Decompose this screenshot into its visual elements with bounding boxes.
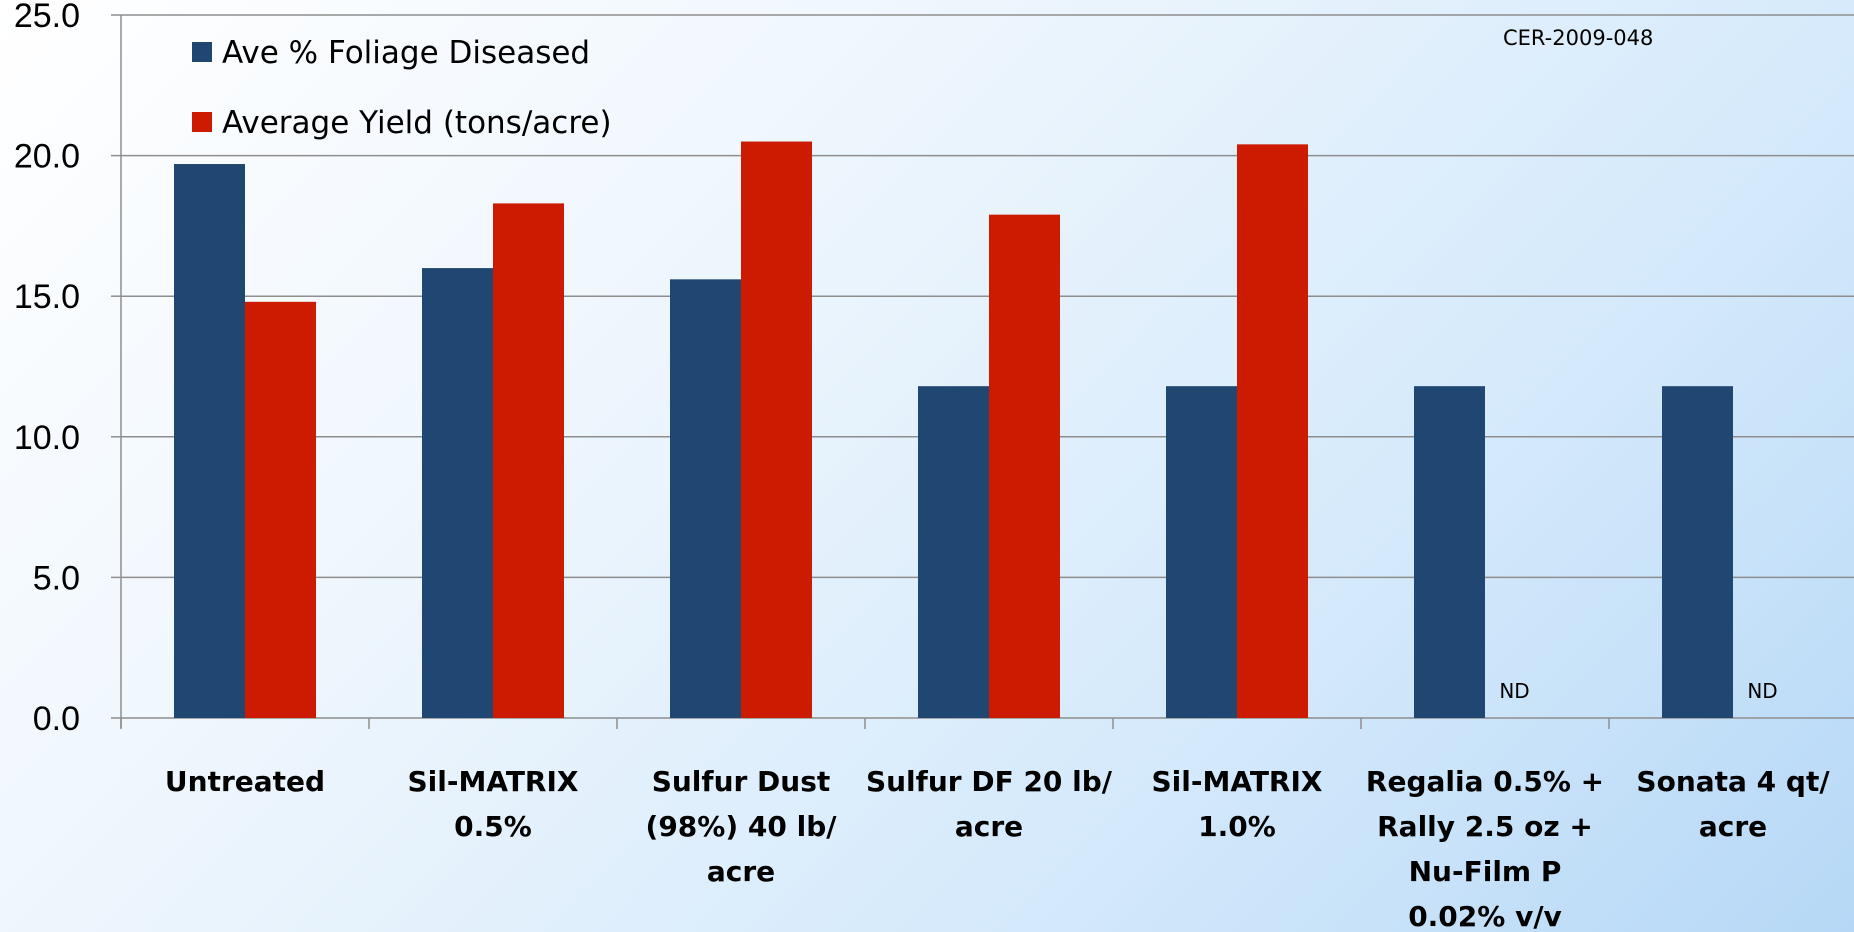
x-category-label: Rally 2.5 oz +	[1377, 810, 1593, 843]
y-tick-label: 10.0	[14, 419, 80, 457]
bar-foliage-diseased	[918, 386, 989, 718]
x-category-label: Sil-MATRIX	[407, 765, 578, 798]
x-category-label: 1.0%	[1198, 810, 1276, 843]
y-tick-label: 25.0	[14, 0, 80, 35]
bar-average-yield	[989, 214, 1060, 719]
x-category-label: Regalia 0.5% +	[1366, 765, 1604, 798]
legend-label: Ave % Foliage Diseased	[222, 35, 590, 71]
bar-foliage-diseased	[1414, 386, 1485, 718]
x-category-label: (98%) 40 lb/	[646, 810, 838, 843]
legend-label: Average Yield (tons/acre)	[222, 105, 612, 141]
x-category-label: Untreated	[165, 765, 325, 798]
x-category-label: 0.02% v/v	[1408, 900, 1562, 932]
missing-value-label: ND	[1747, 679, 1777, 703]
y-tick-label: 0.0	[33, 700, 80, 738]
x-category-label: Nu-Film P	[1409, 855, 1562, 888]
chart-annotation: CER-2009-048	[1503, 26, 1653, 50]
bar-foliage-diseased	[670, 279, 741, 718]
bar-average-yield	[741, 141, 812, 719]
bar-foliage-diseased	[422, 268, 493, 718]
legend-swatch-average-yield	[192, 112, 212, 132]
x-category-label: Sil-MATRIX	[1151, 765, 1322, 798]
y-tick-label: 15.0	[14, 278, 80, 316]
x-category-label: acre	[1699, 810, 1767, 843]
x-category-label: Sulfur Dust	[652, 765, 831, 798]
bar-average-yield	[1237, 144, 1308, 719]
bar-foliage-diseased	[174, 164, 245, 718]
x-category-label: Sulfur DF 20 lb/	[866, 765, 1113, 798]
bar-foliage-diseased	[1166, 386, 1237, 718]
bar-average-yield	[493, 203, 564, 719]
missing-value-label: ND	[1499, 679, 1529, 703]
x-category-label: acre	[707, 855, 775, 888]
legend-swatch-foliage-diseased	[192, 42, 212, 62]
x-category-label: acre	[955, 810, 1023, 843]
bar-foliage-diseased	[1662, 386, 1733, 718]
y-tick-label: 5.0	[33, 559, 80, 597]
x-category-label: 0.5%	[454, 810, 532, 843]
x-category-label: Sonata 4 qt/	[1636, 765, 1830, 798]
y-tick-label: 20.0	[14, 138, 80, 176]
bar-average-yield	[245, 301, 316, 718]
